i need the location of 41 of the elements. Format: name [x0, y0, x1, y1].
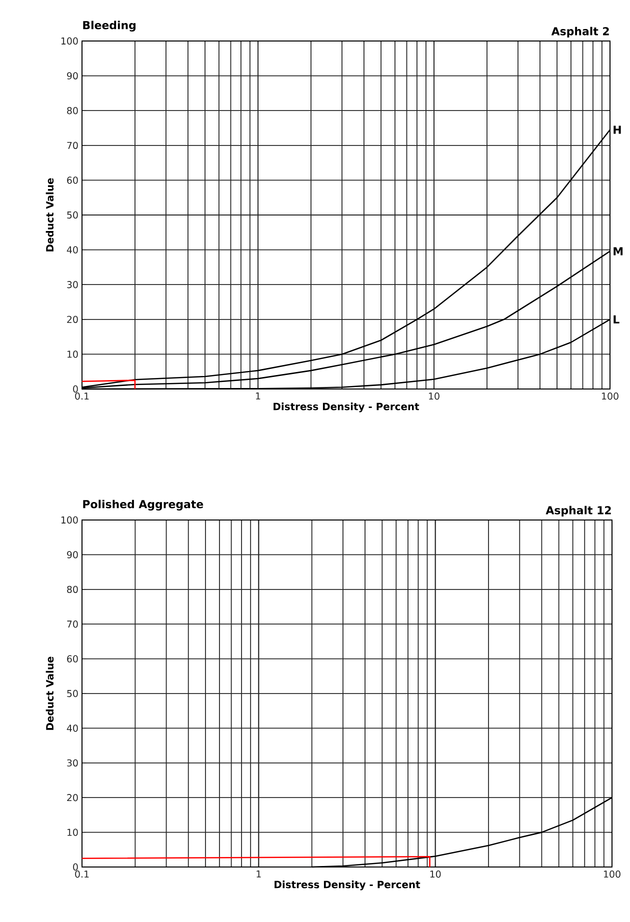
x-tick-label: 1 — [256, 392, 260, 400]
y-tick-label: 90 — [67, 72, 78, 80]
y-tick-label: 10 — [67, 350, 78, 358]
y-tick-label: 40 — [66, 724, 78, 732]
chart-subtitle: Asphalt 2 — [551, 26, 609, 38]
x-tick-label: 100 — [602, 392, 618, 400]
x-tick-label: 0.1 — [75, 870, 89, 878]
x-tick-label: 1 — [256, 870, 261, 878]
y-tick-label: 60 — [67, 176, 78, 184]
y-tick-label: 70 — [67, 142, 78, 149]
y-tick-label: 10 — [67, 828, 78, 836]
series-label: H — [614, 126, 621, 134]
y-axis-title: Deduct Value — [46, 178, 54, 252]
y-axis-title: Deduct Value — [46, 656, 54, 730]
chart-title: Polished Aggregate — [83, 500, 204, 511]
chart-title: Bleeding — [83, 20, 136, 32]
y-tick-label: 90 — [67, 551, 78, 558]
y-tick-label: 50 — [67, 690, 78, 698]
y-tick-label: 30 — [67, 281, 78, 288]
y-tick-label: 100 — [61, 37, 78, 45]
x-tick-label: 10 — [429, 392, 440, 400]
y-tick-label: 100 — [61, 516, 78, 524]
x-tick-label: 100 — [604, 870, 620, 878]
y-tick-label: 30 — [67, 759, 78, 766]
y-tick-label: 0 — [73, 385, 78, 393]
y-tick-label: 70 — [67, 620, 78, 628]
chart-subtitle: Asphalt 12 — [546, 506, 611, 516]
x-tick-label: 10 — [430, 870, 441, 878]
y-tick-label: 20 — [67, 316, 78, 323]
y-tick-label: 60 — [67, 655, 78, 662]
x-tick-label: 0.1 — [75, 392, 89, 400]
y-tick-label: 20 — [67, 794, 78, 802]
x-axis-title: Distress Density - Percent — [274, 880, 420, 890]
y-tick-label: 50 — [67, 211, 78, 219]
legend-label: L — [614, 315, 620, 324]
x-axis-title: Distress Density - Percent — [274, 402, 420, 412]
y-tick-label: 80 — [67, 586, 78, 593]
y-tick-label: 80 — [67, 107, 78, 114]
y-tick-label: 40 — [66, 246, 78, 254]
y-tick-label: 0 — [73, 863, 78, 871]
legend-label: M — [614, 247, 623, 256]
